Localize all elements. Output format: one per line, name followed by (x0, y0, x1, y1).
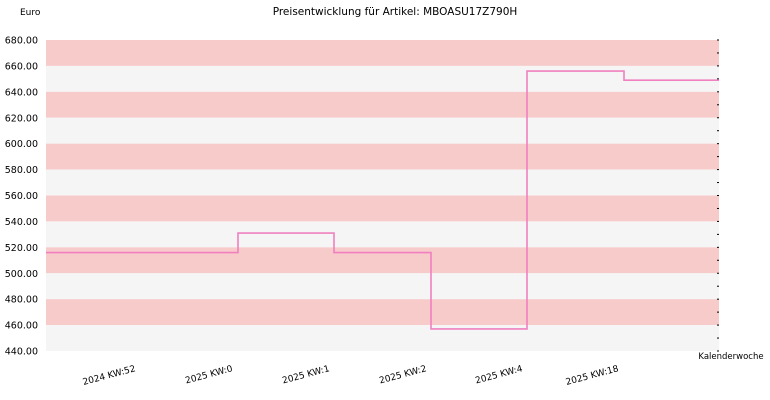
y-tick-label: 540.00 (5, 217, 38, 228)
price-series (46, 70, 719, 330)
x-axis-title: Kalenderwoche (698, 352, 763, 362)
grid-band (46, 65, 719, 92)
grid-band (46, 40, 719, 66)
y-tick-label: 640.00 (5, 87, 38, 98)
y-tick-label: 680.00 (5, 36, 38, 47)
chart-title: Preisentwicklung für Artikel: MBOASU17Z7… (273, 6, 518, 18)
grid-band (46, 221, 719, 248)
y-tick-label: 600.00 (5, 139, 38, 150)
grid-band (46, 273, 719, 300)
x-tick-label: 2025 KW:0 (184, 364, 234, 386)
y-axis-title: Euro (20, 8, 41, 18)
grid-band (46, 117, 719, 144)
y-tick-label: 620.00 (5, 113, 38, 124)
x-tick-label: 2025 KW:18 (565, 364, 620, 388)
y-tick-label: 440.00 (5, 347, 38, 358)
y-axis-tick-labels: 680.00 660.00 640.00 620.00 600.00 580.00 560.… (5, 36, 38, 358)
x-axis-tick-labels: 2024 KW:52 2025 KW:0 2025 KW:1 2025 KW:2 202… (82, 364, 620, 388)
y-tick-label: 560.00 (5, 191, 38, 202)
plot-background-bands (46, 40, 719, 351)
y-tick-label: 500.00 (5, 269, 38, 280)
x-tick-label: 2025 KW:2 (378, 364, 427, 386)
x-tick-label: 2025 KW:1 (281, 364, 330, 386)
x-tick-label: 2024 KW:52 (82, 364, 137, 388)
grid-band (46, 91, 719, 118)
right-axis-minor-ticks (717, 39, 719, 352)
x-tick-label: 2025 KW:4 (474, 364, 524, 386)
y-tick-label: 460.00 (5, 321, 38, 332)
grid-band (46, 299, 719, 326)
grid-band (46, 143, 719, 170)
grid-band (46, 325, 719, 351)
y-tick-label: 480.00 (5, 295, 38, 306)
grid-band (46, 169, 719, 196)
price-step-line (46, 70, 719, 330)
y-tick-label: 580.00 (5, 165, 38, 176)
y-tick-label: 520.00 (5, 243, 38, 254)
y-tick-label: 660.00 (5, 61, 38, 72)
grid-band (46, 247, 719, 274)
grid-band (46, 195, 719, 222)
